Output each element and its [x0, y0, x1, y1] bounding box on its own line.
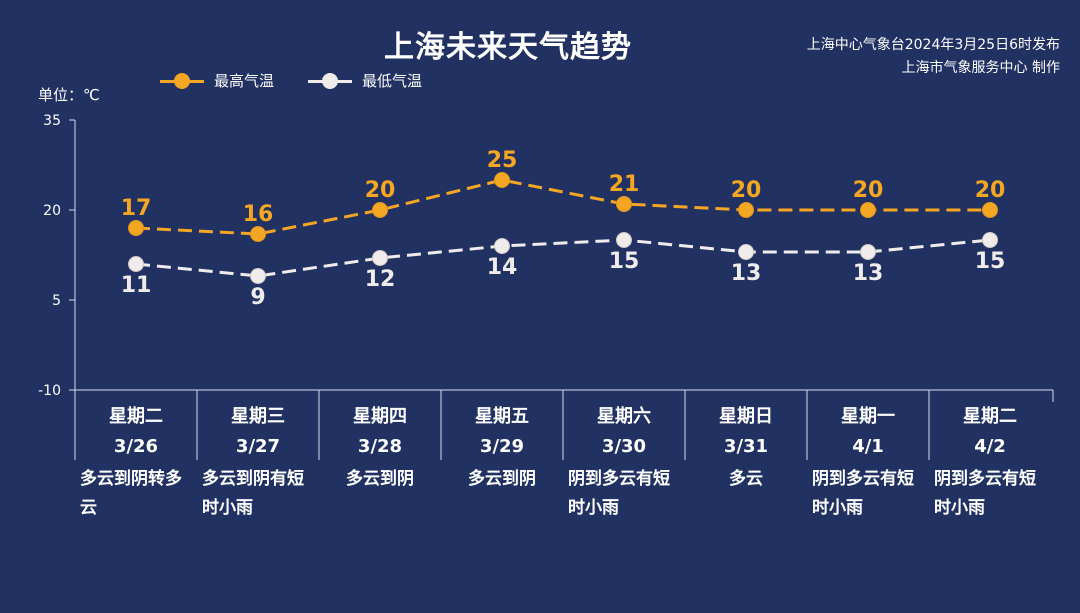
data-point-low	[860, 244, 876, 260]
x-weekday-label: 星期日	[719, 406, 773, 427]
data-label-high: 21	[609, 172, 640, 197]
legend-label-low: 最低气温	[362, 72, 423, 90]
x-weekday-label: 星期三	[231, 406, 285, 427]
data-label-high: 20	[853, 178, 884, 203]
weather-description: 多云	[729, 468, 763, 489]
data-label-high: 16	[243, 202, 274, 227]
x-weekday-label: 星期二	[109, 406, 163, 427]
weather-description: 多云到阴转多	[80, 468, 182, 489]
x-date-label: 3/26	[114, 436, 158, 457]
data-point-low	[128, 256, 144, 272]
y-axis-unit-label: 单位：℃	[38, 86, 100, 104]
y-tick-label: 35	[43, 113, 61, 129]
data-label-high: 20	[365, 178, 396, 203]
x-weekday-label: 星期二	[963, 406, 1017, 427]
weather-description: 多云到阴	[346, 468, 414, 489]
data-label-low: 15	[609, 249, 640, 274]
data-point-high	[738, 202, 754, 218]
legend: 最高气温 最低气温	[160, 70, 456, 91]
weather-description: 云	[80, 498, 97, 518]
data-label-low: 11	[121, 273, 152, 298]
legend-label-high: 最高气温	[214, 72, 275, 90]
x-date-label: 4/2	[974, 436, 1006, 457]
data-point-high	[494, 172, 510, 188]
data-point-low	[738, 244, 754, 260]
series-line-low	[135, 238, 991, 278]
data-point-high	[128, 220, 144, 236]
data-point-low	[250, 268, 266, 284]
y-tick-label: 5	[52, 293, 61, 309]
legend-item-low: 最低气温	[308, 70, 422, 91]
weather-description: 时小雨	[568, 498, 619, 518]
series-line-high	[135, 178, 990, 236]
data-point-low	[982, 232, 998, 248]
legend-swatch-high	[160, 72, 204, 90]
weather-description: 多云到阴	[468, 468, 536, 489]
data-label-low: 14	[487, 255, 518, 280]
data-point-low	[372, 250, 388, 266]
data-point-high	[616, 196, 632, 212]
x-weekday-label: 星期一	[841, 406, 895, 427]
weather-description: 时小雨	[934, 498, 985, 518]
data-point-low	[494, 238, 510, 254]
data-point-high	[860, 202, 876, 218]
weather-description: 时小雨	[202, 498, 253, 518]
weather-description: 多云到阴有短	[202, 468, 304, 489]
data-label-high: 20	[975, 178, 1006, 203]
x-weekday-label: 星期五	[475, 406, 529, 427]
x-date-label: 4/1	[852, 436, 884, 457]
data-label-high: 20	[731, 178, 762, 203]
publish-line-1: 上海中心气象台2024年3月25日6时发布	[806, 37, 1060, 53]
x-date-label: 3/30	[602, 436, 646, 457]
data-point-low	[616, 232, 632, 248]
y-tick-label: 20	[43, 203, 61, 219]
data-label-low: 13	[853, 261, 884, 286]
data-label-low: 12	[365, 267, 396, 292]
data-label-high: 17	[121, 196, 152, 221]
weather-description: 时小雨	[812, 498, 863, 518]
data-point-high	[250, 226, 266, 242]
x-weekday-label: 星期六	[597, 405, 651, 427]
x-weekday-label: 星期四	[353, 406, 407, 427]
data-label-high: 25	[487, 148, 518, 173]
publish-info: 上海中心气象台2024年3月25日6时发布 上海市气象服务中心 制作	[807, 34, 1060, 80]
weather-description: 阴到多云有短	[934, 468, 1036, 489]
publish-line-2: 上海市气象服务中心 制作	[901, 60, 1060, 76]
weather-description: 阴到多云有短	[568, 468, 670, 489]
x-date-label: 3/27	[236, 436, 280, 457]
chart-title: 上海未来天气趋势	[384, 30, 632, 65]
data-label-low: 13	[731, 261, 762, 286]
data-point-high	[372, 202, 388, 218]
x-date-label: 3/29	[480, 436, 524, 457]
x-date-label: 3/28	[358, 436, 402, 457]
legend-swatch-low	[308, 72, 353, 90]
weather-description: 阴到多云有短	[812, 468, 914, 489]
x-date-label: 3/31	[724, 436, 768, 457]
data-point-high	[982, 202, 998, 218]
y-tick-label: -10	[38, 383, 61, 399]
legend-item-high: 最高气温	[160, 70, 274, 91]
data-label-low: 15	[975, 249, 1006, 274]
data-label-low: 9	[250, 285, 265, 310]
